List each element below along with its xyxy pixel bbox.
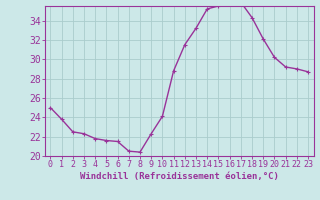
X-axis label: Windchill (Refroidissement éolien,°C): Windchill (Refroidissement éolien,°C): [80, 172, 279, 181]
